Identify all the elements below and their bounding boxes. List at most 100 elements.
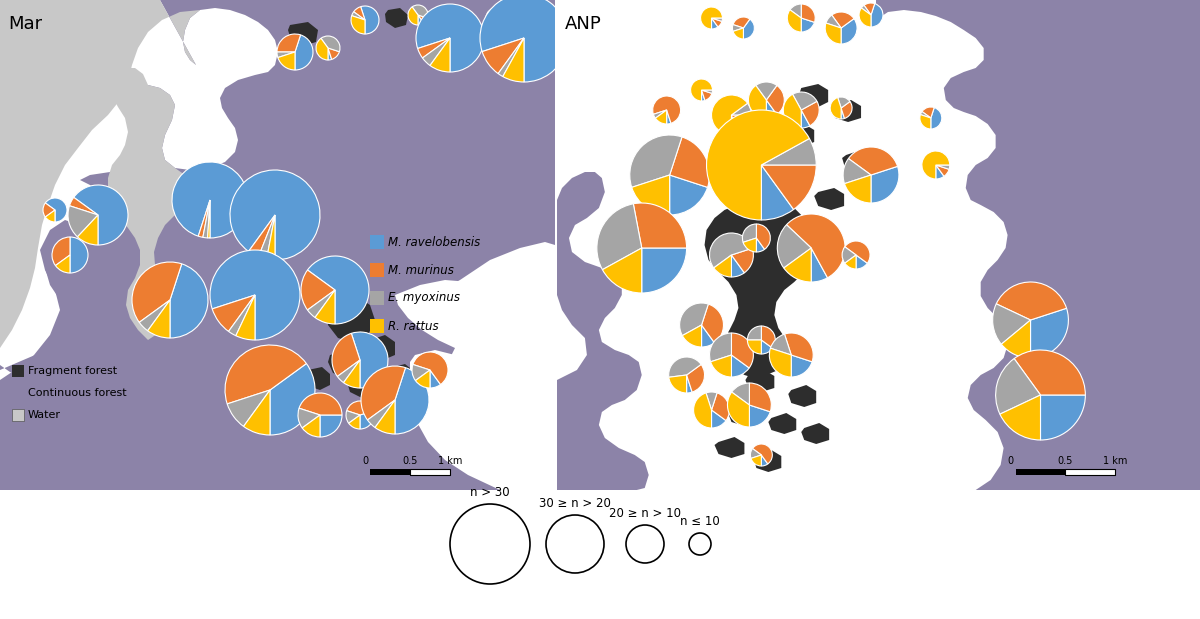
Wedge shape xyxy=(920,115,931,129)
Wedge shape xyxy=(668,375,686,393)
Bar xyxy=(370,291,384,305)
Wedge shape xyxy=(767,100,776,118)
Wedge shape xyxy=(871,4,883,27)
Wedge shape xyxy=(328,48,331,60)
Wedge shape xyxy=(320,36,340,52)
Bar xyxy=(12,365,24,377)
Wedge shape xyxy=(936,165,944,179)
Polygon shape xyxy=(781,342,809,365)
Wedge shape xyxy=(307,290,335,318)
Wedge shape xyxy=(670,175,708,215)
Wedge shape xyxy=(922,107,935,118)
Polygon shape xyxy=(305,367,330,390)
Wedge shape xyxy=(848,147,898,175)
Wedge shape xyxy=(266,215,275,260)
Wedge shape xyxy=(360,410,374,429)
Wedge shape xyxy=(1001,320,1031,358)
Wedge shape xyxy=(679,303,708,335)
Wedge shape xyxy=(732,25,744,32)
Wedge shape xyxy=(845,241,870,263)
Wedge shape xyxy=(922,151,949,179)
Wedge shape xyxy=(655,110,667,124)
Wedge shape xyxy=(412,365,430,381)
Wedge shape xyxy=(337,360,360,383)
Polygon shape xyxy=(802,423,829,444)
Wedge shape xyxy=(802,102,820,126)
Text: 1 km: 1 km xyxy=(438,456,462,466)
Wedge shape xyxy=(743,238,756,252)
Text: 30 ≥ n > 20: 30 ≥ n > 20 xyxy=(539,497,611,510)
Wedge shape xyxy=(295,35,313,70)
Wedge shape xyxy=(332,334,360,376)
Wedge shape xyxy=(482,38,524,74)
Wedge shape xyxy=(712,18,722,27)
Wedge shape xyxy=(752,444,773,464)
Text: ANP: ANP xyxy=(565,15,601,33)
Wedge shape xyxy=(871,167,899,203)
Wedge shape xyxy=(702,90,713,93)
Wedge shape xyxy=(732,255,744,277)
Wedge shape xyxy=(503,38,524,82)
Wedge shape xyxy=(732,103,751,115)
Wedge shape xyxy=(413,352,448,384)
Text: M. murinus: M. murinus xyxy=(388,264,454,277)
Wedge shape xyxy=(354,7,365,20)
Bar xyxy=(12,387,24,399)
Polygon shape xyxy=(0,0,554,490)
Wedge shape xyxy=(996,282,1067,320)
Wedge shape xyxy=(992,304,1031,344)
Wedge shape xyxy=(707,110,810,220)
Wedge shape xyxy=(653,110,667,118)
Wedge shape xyxy=(862,6,871,15)
Polygon shape xyxy=(728,405,756,426)
Wedge shape xyxy=(785,333,814,361)
Wedge shape xyxy=(70,197,98,215)
Wedge shape xyxy=(784,94,802,128)
Text: n > 30: n > 30 xyxy=(470,486,510,499)
Wedge shape xyxy=(68,206,98,237)
Wedge shape xyxy=(811,248,828,282)
Wedge shape xyxy=(845,255,856,269)
Wedge shape xyxy=(864,3,875,15)
Wedge shape xyxy=(670,137,709,188)
Wedge shape xyxy=(367,400,395,428)
Wedge shape xyxy=(920,111,931,118)
Wedge shape xyxy=(277,52,295,58)
Text: R. rattus: R. rattus xyxy=(388,319,439,332)
Wedge shape xyxy=(733,28,744,39)
Polygon shape xyxy=(728,322,756,345)
Wedge shape xyxy=(686,365,704,392)
Wedge shape xyxy=(653,96,680,123)
Polygon shape xyxy=(328,350,362,378)
Wedge shape xyxy=(706,392,718,410)
Wedge shape xyxy=(732,355,749,377)
Wedge shape xyxy=(634,203,686,248)
Wedge shape xyxy=(352,12,365,20)
Wedge shape xyxy=(349,415,360,429)
Wedge shape xyxy=(694,393,712,428)
Polygon shape xyxy=(768,413,797,434)
Wedge shape xyxy=(227,390,270,426)
Text: 20 ≥ n > 10: 20 ≥ n > 10 xyxy=(610,507,682,520)
Wedge shape xyxy=(778,225,811,268)
Wedge shape xyxy=(767,85,785,115)
Wedge shape xyxy=(298,408,320,428)
Wedge shape xyxy=(701,7,722,29)
Polygon shape xyxy=(410,350,470,396)
Wedge shape xyxy=(841,102,852,118)
Wedge shape xyxy=(228,295,256,335)
Wedge shape xyxy=(761,139,816,165)
Text: n ≤ 10: n ≤ 10 xyxy=(680,515,720,528)
Wedge shape xyxy=(1014,350,1085,395)
Wedge shape xyxy=(258,215,275,259)
Text: Fragment forest: Fragment forest xyxy=(28,366,118,376)
Wedge shape xyxy=(212,295,256,331)
Polygon shape xyxy=(247,354,272,378)
Wedge shape xyxy=(270,363,314,435)
Wedge shape xyxy=(936,165,949,170)
Wedge shape xyxy=(630,135,682,188)
Wedge shape xyxy=(859,8,871,27)
Wedge shape xyxy=(750,449,761,459)
Wedge shape xyxy=(841,19,857,44)
Wedge shape xyxy=(226,345,306,404)
